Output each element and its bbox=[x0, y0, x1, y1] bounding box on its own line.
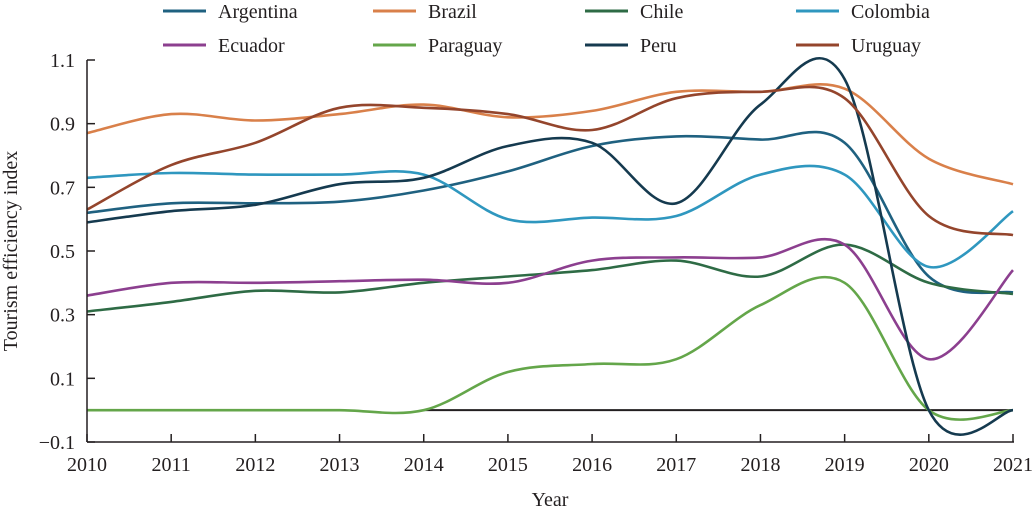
x-tick-label: 2018 bbox=[740, 454, 780, 476]
x-tick-label: 2021 bbox=[993, 454, 1032, 476]
series-line-argentina bbox=[87, 132, 1013, 293]
series-line-paraguay bbox=[87, 277, 1013, 420]
legend-item-paraguay: Paraguay bbox=[373, 35, 502, 57]
x-tick-label: 2014 bbox=[404, 454, 444, 476]
x-tick-label: 2013 bbox=[320, 454, 360, 476]
legend-label: Argentina bbox=[218, 1, 298, 23]
x-axis-label: Year bbox=[532, 489, 569, 509]
y-tick-label: 0.7 bbox=[50, 177, 75, 199]
legend: Argentina Brazil Chile Colombia Ecuador Parag… bbox=[163, 1, 930, 57]
x-tick-label: 2019 bbox=[825, 454, 865, 476]
legend-label: Uruguay bbox=[851, 35, 921, 57]
series-argentina bbox=[87, 132, 1013, 293]
series-ecuador bbox=[87, 239, 1013, 359]
series-line-peru bbox=[87, 58, 1013, 434]
y-tick-label: 0.3 bbox=[50, 305, 75, 327]
series-peru bbox=[87, 58, 1013, 434]
y-tick-label: 0.5 bbox=[50, 241, 75, 263]
legend-label: Peru bbox=[640, 35, 677, 57]
x-tick-label: 2012 bbox=[235, 454, 275, 476]
x-tick-label: 2015 bbox=[488, 454, 528, 476]
series-layer bbox=[87, 58, 1013, 434]
legend-item-colombia: Colombia bbox=[796, 1, 930, 23]
legend-label: Paraguay bbox=[428, 35, 502, 57]
legend-item-brazil: Brazil bbox=[373, 1, 477, 23]
y-axis-label: Tourism efficiency index bbox=[0, 151, 22, 351]
x-tick-label: 2016 bbox=[572, 454, 612, 476]
x-tick-label: 2020 bbox=[909, 454, 949, 476]
legend-item-chile: Chile bbox=[585, 1, 683, 23]
series-chile bbox=[87, 245, 1013, 312]
series-paraguay bbox=[87, 277, 1013, 420]
legend-item-uruguay: Uruguay bbox=[796, 35, 921, 57]
series-line-chile bbox=[87, 245, 1013, 312]
legend-item-argentina: Argentina bbox=[163, 1, 298, 23]
y-tick-label: 0.9 bbox=[50, 114, 75, 136]
y-tick-label: −0.1 bbox=[39, 432, 75, 454]
x-tick-label: 2011 bbox=[152, 454, 191, 476]
x-tick-label: 2010 bbox=[67, 454, 107, 476]
y-tick-label: 1.1 bbox=[50, 50, 75, 72]
series-line-ecuador bbox=[87, 239, 1013, 359]
legend-item-ecuador: Ecuador bbox=[163, 35, 285, 57]
x-ticks: 2010 2011 2012 2013 2014 2015 2016 2017 2018 2019… bbox=[67, 434, 1032, 476]
x-tick-label: 2017 bbox=[656, 454, 696, 476]
legend-item-peru: Peru bbox=[585, 35, 677, 57]
legend-label: Colombia bbox=[851, 1, 930, 23]
legend-label: Ecuador bbox=[218, 35, 285, 57]
legend-label: Chile bbox=[640, 1, 683, 23]
legend-label: Brazil bbox=[428, 1, 477, 23]
y-tick-label: 0.1 bbox=[50, 368, 75, 390]
